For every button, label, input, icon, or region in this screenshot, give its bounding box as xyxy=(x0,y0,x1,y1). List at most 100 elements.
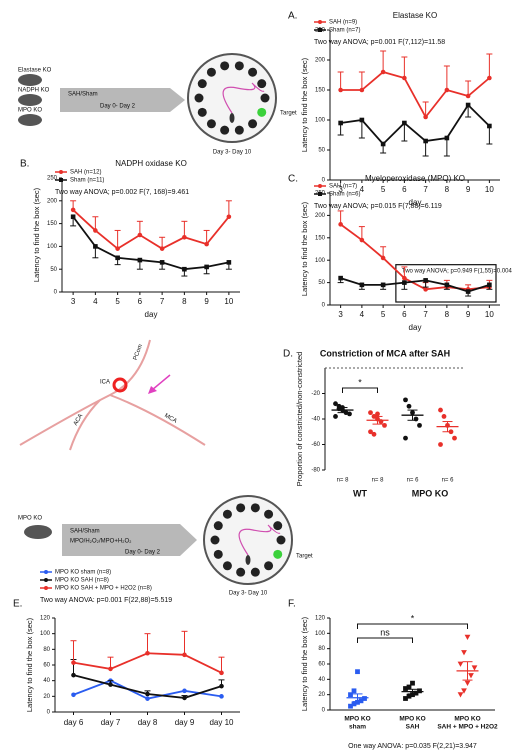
x-tick-label: 7 xyxy=(160,297,165,306)
legend-label: MPO KO SAH (n=8) xyxy=(55,578,109,584)
y-axis-label: Latency to find the box (sec) xyxy=(300,616,309,711)
y-axis-label: Proportion of constricted/non-constricte… xyxy=(295,352,304,487)
x-axis-label: day xyxy=(409,323,422,332)
marker xyxy=(375,411,380,417)
y-tick-label: -80 xyxy=(311,468,320,474)
y-tick-label: 150 xyxy=(315,88,326,94)
marker xyxy=(403,686,408,691)
vessel-ring xyxy=(112,377,128,393)
vessel-label: ACA xyxy=(73,413,84,427)
y-axis-label: Latency to find the box (sec) xyxy=(300,201,309,296)
marker xyxy=(417,688,422,694)
marker xyxy=(226,260,232,265)
x-tick-label: sham xyxy=(349,724,366,731)
marker xyxy=(359,87,365,93)
marker xyxy=(402,75,407,81)
series-line xyxy=(72,209,230,250)
maze-hole xyxy=(206,67,216,77)
maze-hole xyxy=(213,521,223,531)
marker xyxy=(347,411,352,417)
marker xyxy=(145,696,150,701)
marker xyxy=(380,255,386,261)
marker xyxy=(403,696,408,701)
marker xyxy=(457,692,464,698)
y-tick-label: 50 xyxy=(50,267,57,273)
trajectory xyxy=(222,82,265,114)
marker xyxy=(71,672,76,678)
marker xyxy=(359,117,365,123)
mouse xyxy=(229,113,235,123)
marker xyxy=(70,214,76,220)
marker xyxy=(338,87,343,93)
treatment-label: SAH/Sham xyxy=(70,529,100,535)
panel-label: D. xyxy=(283,349,293,360)
y-tick-label: 40 xyxy=(318,677,325,683)
marker xyxy=(359,282,365,288)
maze-hole xyxy=(273,521,283,531)
marker xyxy=(59,170,63,174)
treatment-label: MPO/H₂O₂/MPO+H₂O₂ xyxy=(70,539,132,545)
x-tick-label: day 8 xyxy=(138,718,158,727)
y-tick-label: 20 xyxy=(43,694,50,700)
marker xyxy=(204,241,209,247)
chart-title: Elastase KO xyxy=(393,11,437,20)
marker xyxy=(333,401,338,407)
marker xyxy=(406,403,412,409)
y-tick-label: 80 xyxy=(318,646,325,652)
marker xyxy=(444,282,450,288)
chart-title: Myeloperoxidase (MPO) KO xyxy=(365,174,465,183)
marker xyxy=(93,228,98,233)
mouse xyxy=(24,525,52,539)
days-label: Day 0- Day 2 xyxy=(125,550,161,556)
y-axis-label: Latency to find the box (sec) xyxy=(300,57,309,152)
y-tick-label: -40 xyxy=(311,417,320,423)
vessel-diagram: ICA PCom ACA MCA xyxy=(19,339,206,451)
x-tick-label: MPO KO xyxy=(454,716,480,723)
maze-hole xyxy=(248,67,258,77)
marker xyxy=(145,650,150,656)
marker xyxy=(406,693,412,699)
y-tick-label: 250 xyxy=(47,176,58,182)
y-tick-label: 50 xyxy=(318,280,325,286)
x-tick-label: day 6 xyxy=(64,718,84,727)
marker xyxy=(108,666,113,672)
mouse xyxy=(18,94,42,106)
days-label: Day 3- Day 10 xyxy=(229,591,268,597)
marker xyxy=(219,694,224,699)
maze-hole xyxy=(250,567,260,577)
x-tick-label: 9 xyxy=(466,310,471,319)
marker xyxy=(44,578,48,582)
maze-hole xyxy=(197,79,207,89)
x-tick-label: 8 xyxy=(445,310,450,319)
marker xyxy=(355,699,360,705)
y-tick-label: 0 xyxy=(54,290,58,296)
maze-hole xyxy=(210,535,220,545)
marker xyxy=(115,255,120,261)
marker xyxy=(159,260,165,265)
legend-label: SAH (n=9) xyxy=(329,20,357,26)
x-tick-label: day 7 xyxy=(101,718,121,727)
annotation: Two way ANOVA; p=0.002 F(7, 168)=9.461 xyxy=(55,189,189,196)
vessel xyxy=(19,339,151,446)
marker xyxy=(333,414,338,419)
marker xyxy=(371,431,377,437)
maze-hole xyxy=(222,561,232,571)
group-label: MPO KO xyxy=(412,488,449,498)
y-tick-label: 100 xyxy=(40,631,51,637)
marker xyxy=(382,422,387,428)
x-tick-label: 7 xyxy=(423,310,428,319)
x-tick-label: SAH xyxy=(406,724,420,731)
y-tick-label: 0 xyxy=(322,303,326,309)
marker xyxy=(438,442,443,447)
marker xyxy=(362,696,367,701)
y-tick-label: 120 xyxy=(40,616,51,622)
panel-label: F. xyxy=(288,599,296,610)
marker xyxy=(487,75,492,81)
marker xyxy=(471,665,478,671)
x-tick-label: 4 xyxy=(93,297,98,306)
y-tick-label: 20 xyxy=(318,692,325,698)
marker xyxy=(417,422,422,428)
y-axis-label: Latency to find the box (sec) xyxy=(32,187,41,282)
days-label: Day 0- Day 2 xyxy=(100,104,136,110)
marker xyxy=(355,669,360,675)
